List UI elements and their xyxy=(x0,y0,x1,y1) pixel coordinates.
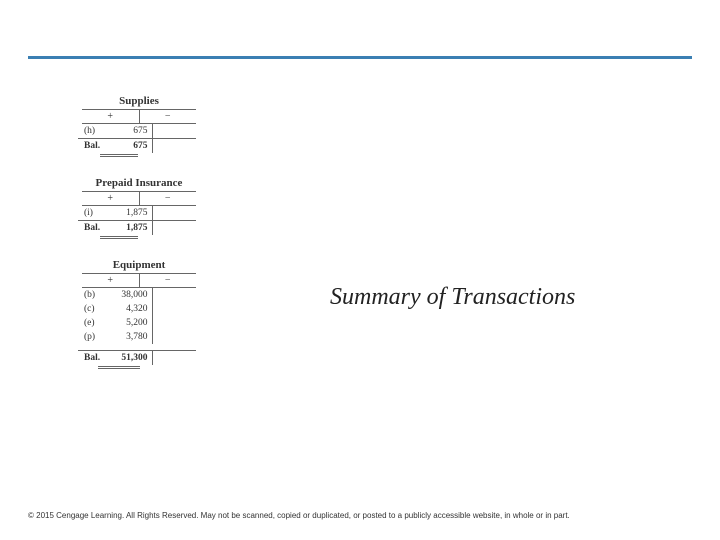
entry-row: (h) 675 xyxy=(82,124,196,138)
account-title: Supplies xyxy=(76,95,202,109)
balance-row: Bal. 51,300 xyxy=(82,351,196,365)
plus-minus-header: + − xyxy=(82,110,196,124)
copyright-footer: © 2015 Cengage Learning. All Rights Rese… xyxy=(28,511,692,520)
balance-row: Bal. 1,875 xyxy=(82,221,196,235)
entry-row: (c) 4,320 xyxy=(82,302,196,316)
accent-rule xyxy=(28,56,692,59)
t-account-equipment: Equipment + − (b) 38,000 (c) 4,320 (e) 5… xyxy=(76,259,202,369)
page-heading: Summary of Transactions xyxy=(330,284,575,311)
account-title: Equipment xyxy=(76,259,202,273)
balance-row: Bal. 675 xyxy=(82,139,196,153)
t-accounts-column: Supplies + − (h) 675 Bal. 675 Prepaid In… xyxy=(76,95,202,389)
entry-row: (e) 5,200 xyxy=(82,316,196,330)
entry-row: (p) 3,780 xyxy=(82,330,196,344)
plus-minus-header: + − xyxy=(82,274,196,288)
entry-row: (i) 1,875 xyxy=(82,206,196,220)
account-title: Prepaid Insurance xyxy=(76,177,202,191)
plus-minus-header: + − xyxy=(82,192,196,206)
entry-row: (b) 38,000 xyxy=(82,288,196,302)
t-account-supplies: Supplies + − (h) 675 Bal. 675 xyxy=(76,95,202,157)
t-account-prepaid-insurance: Prepaid Insurance + − (i) 1,875 Bal. 1,8… xyxy=(76,177,202,239)
